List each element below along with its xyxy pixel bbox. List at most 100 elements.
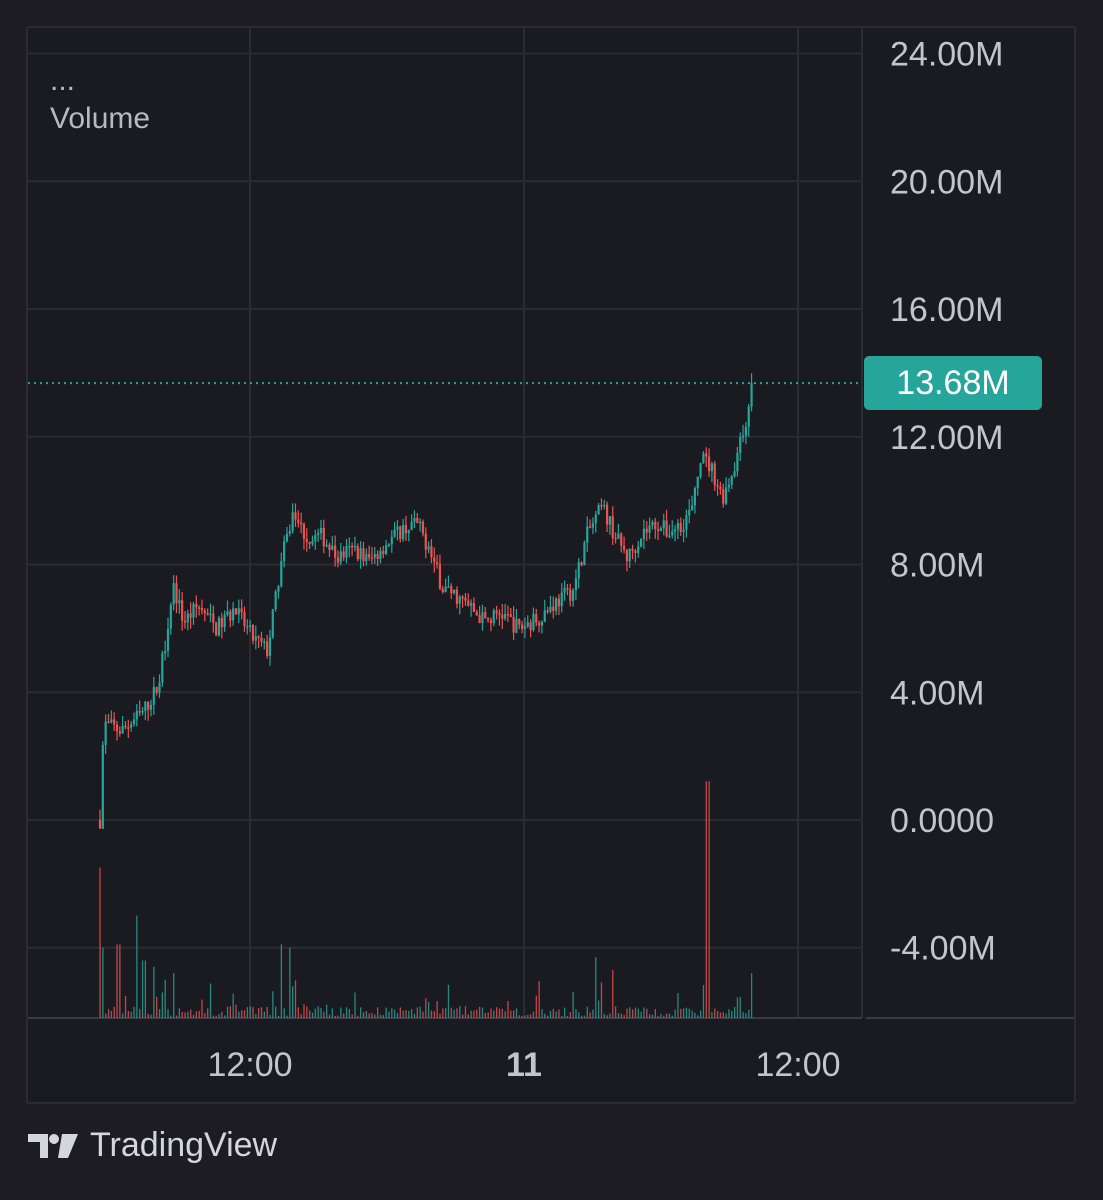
candle-body [648,525,651,533]
volume-bar [260,1007,263,1018]
candle-body [489,620,493,624]
volume-bar [402,1010,404,1018]
candle-body [232,608,235,621]
candle-body [444,586,447,593]
volume-bar [294,980,297,1018]
volume-bar [226,1006,229,1018]
candle-body [300,522,303,525]
candle-body [450,586,453,594]
volume-bar [629,1007,631,1018]
volume-bar [272,991,274,1018]
volume-bar [396,1013,399,1018]
candle-body [172,583,175,605]
volume-bar [249,1006,251,1018]
volume-bar [521,1015,523,1018]
volume-bar [609,1013,611,1018]
candle-body [464,597,467,601]
volume-bar [283,1008,285,1018]
candle-body [702,453,705,464]
volume-bar [538,981,540,1018]
legend-ellipsis[interactable]: ... [50,64,76,97]
candle-body [206,613,209,615]
volume-bar [252,1007,254,1018]
volume-bar [232,993,234,1018]
volume-bar [241,1010,243,1018]
candle-body [348,545,351,548]
candle-body [229,611,232,621]
volume-bar [572,991,574,1018]
candle-body [246,626,249,628]
volume-bar [198,1010,200,1018]
candle-body [161,653,164,683]
volume-bar [343,1013,345,1018]
candle-body [223,614,226,628]
volume-bar [614,1006,617,1018]
volume-indicator-label[interactable]: Volume [50,102,151,135]
volume-bar [360,1007,362,1018]
volume-bar [464,1006,467,1018]
candle-body [639,538,643,547]
candle-body [342,551,345,558]
volume-bar [580,1015,583,1018]
candle-body [181,600,184,621]
candle-body [509,614,512,617]
candle-body [178,600,181,604]
chart-panel[interactable]: 24.00M 20.00M 16.00M 12.00M 8.00M 4.00M 0.0000… [26,26,1076,1104]
volume-bar [467,1014,469,1018]
volume-bar [221,1011,223,1018]
candle-body [249,625,252,627]
candle-body [433,557,436,563]
legend-overlay: ... Volume [50,62,150,138]
brand-name[interactable]: TradingView [90,1126,278,1164]
candle-body [325,544,328,547]
volume-bar [289,947,291,1018]
volume-bar [317,1006,319,1018]
volume-bar [606,1015,608,1018]
volume-bar [105,1013,107,1018]
candle-body [399,526,402,540]
candle-body [147,701,150,710]
candle-body [441,588,444,593]
volume-bar [575,1009,577,1018]
candle-body [739,437,742,453]
volume-bar [371,1012,373,1018]
volume-bar [711,1011,713,1018]
volume-bar [597,1000,600,1018]
volume-bar [320,1007,322,1018]
tradingview-logo-icon [28,1133,78,1158]
candle-body [560,592,563,607]
volume-bar [595,957,597,1018]
volume-bar [671,1015,673,1018]
volume-bar [487,1012,489,1018]
volume-bar [306,1006,308,1018]
candle-body [220,617,223,628]
candle-body [127,727,130,729]
candle-body [611,516,614,539]
candle-body [215,622,218,636]
candle-body [198,607,201,609]
volume-bar [549,1010,552,1018]
x-tick-label: 11 [506,1046,542,1084]
volume-bar [229,1006,232,1018]
volume-bar [657,1015,659,1018]
candle-body [365,554,368,562]
candle-body [294,512,297,520]
y-tick-label: 16.00M [890,291,1003,329]
candle-body [492,610,495,624]
candle-body [416,517,419,524]
axes: 24.00M 20.00M 16.00M 12.00M 8.00M 4.00M 0.0000… [28,36,1003,1084]
candle-body [577,562,580,579]
y-tick-label: 4.00M [890,674,985,712]
volume-bar [218,1013,220,1018]
volume-bar [728,1009,730,1018]
candle-body [487,618,490,621]
volume-bar [527,1014,529,1018]
y-tick-label: 20.00M [890,163,1003,201]
volume-bar [207,1008,209,1018]
candle-body [705,453,708,457]
candle-body [407,529,410,534]
price-chart[interactable]: 24.00M 20.00M 16.00M 12.00M 8.00M 4.00M 0.0000… [28,28,1074,1102]
volume-bar [719,1012,722,1018]
candle-body [311,540,314,544]
volume-bar [665,1013,668,1018]
